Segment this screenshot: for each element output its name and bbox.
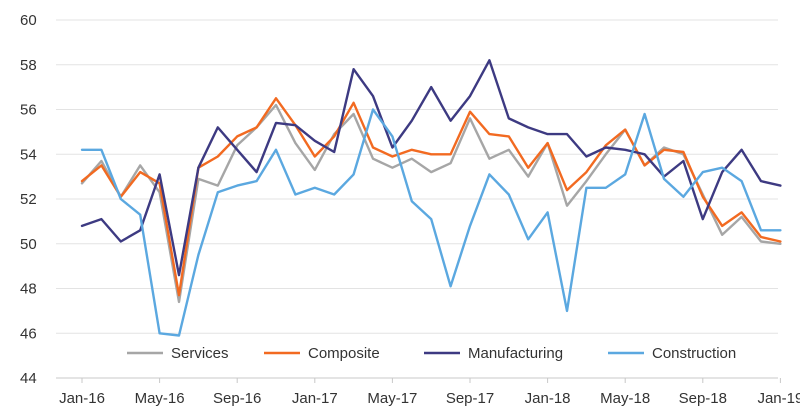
y-tick-label: 56 bbox=[20, 102, 37, 119]
x-tick-label: Jan-17 bbox=[292, 390, 338, 407]
x-tick-label: May-18 bbox=[600, 390, 650, 407]
y-tick-label: 54 bbox=[20, 146, 37, 163]
series-lines bbox=[80, 59, 782, 337]
series-line-construction bbox=[80, 108, 782, 337]
x-tick-label: May-17 bbox=[367, 390, 417, 407]
series-line-services bbox=[80, 103, 782, 304]
y-tick-label: 48 bbox=[20, 281, 37, 298]
x-tick-label: Jan-19 bbox=[757, 390, 800, 407]
y-axis-tick-labels: 44 46 48 50 52 54 56 58 60 bbox=[20, 12, 37, 387]
x-axis-tick-labels: Jan-16 May-16 Sep-16 Jan-17 May-17 Sep-17 Jan-… bbox=[59, 390, 800, 407]
legend: Services Composite Manufacturing Constructi… bbox=[127, 345, 736, 362]
x-tick-label: Sep-18 bbox=[679, 390, 727, 407]
y-tick-label: 50 bbox=[20, 236, 37, 253]
x-tick-label: Jan-16 bbox=[59, 390, 105, 407]
series-line-composite bbox=[80, 97, 782, 297]
y-tick-label: 60 bbox=[20, 12, 37, 29]
legend-label-construction: Construction bbox=[652, 345, 736, 362]
x-tick-label: Sep-17 bbox=[446, 390, 494, 407]
legend-label-composite: Composite bbox=[308, 345, 380, 362]
x-tick-label: May-16 bbox=[135, 390, 185, 407]
legend-label-services: Services bbox=[171, 345, 229, 362]
y-tick-label: 58 bbox=[20, 57, 37, 74]
y-tick-label: 46 bbox=[20, 325, 37, 342]
x-axis bbox=[56, 377, 781, 383]
y-tick-label: 44 bbox=[20, 370, 37, 387]
y-tick-label: 52 bbox=[20, 191, 37, 208]
x-tick-label: Sep-16 bbox=[213, 390, 261, 407]
grid-lines bbox=[56, 19, 778, 334]
x-tick-label: Jan-18 bbox=[525, 390, 571, 407]
legend-label-manufacturing: Manufacturing bbox=[468, 345, 563, 362]
